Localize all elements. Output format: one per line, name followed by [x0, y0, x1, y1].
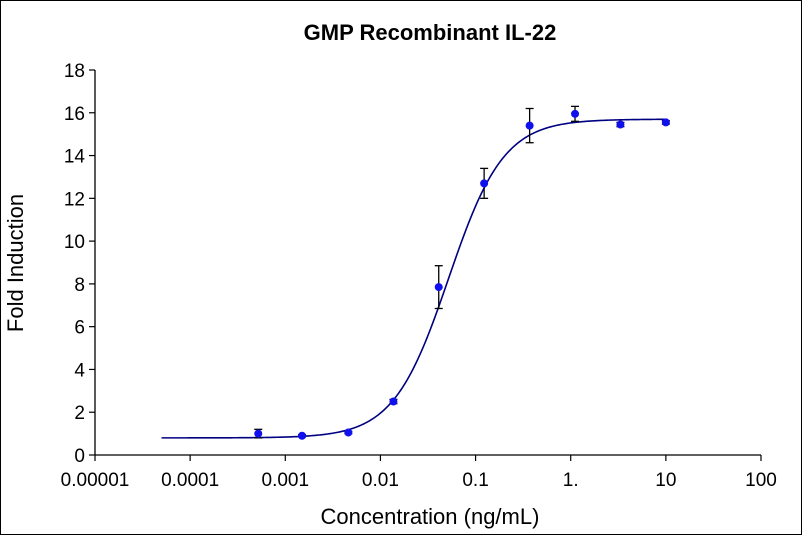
y-tick-label: 18 [64, 61, 85, 82]
y-tick-label: 10 [64, 232, 85, 253]
y-tick-label: 14 [64, 147, 86, 168]
y-tick-label: 2 [74, 403, 85, 424]
y-tick-label: 0 [74, 446, 85, 467]
y-tick-label: 16 [64, 104, 85, 125]
x-tick-label: 0.001 [262, 470, 310, 491]
data-point [298, 431, 307, 440]
data-point [661, 118, 670, 127]
data-point [434, 283, 443, 292]
data-point [480, 179, 489, 188]
x-tick-label: 0.01 [362, 470, 399, 491]
x-tick-label: 0.0001 [161, 470, 219, 491]
data-points [254, 109, 670, 440]
x-tick-label: 0.1 [462, 470, 488, 491]
x-axis-label: Concentration (ng/mL) [321, 504, 540, 529]
x-tick-label: 0.00001 [61, 470, 130, 491]
x-tick-label: 1. [563, 470, 579, 491]
x-tick-label: 10 [655, 470, 676, 491]
x-tick-label: 100 [745, 470, 777, 491]
data-point [344, 428, 353, 437]
y-tick-label: 12 [64, 189, 85, 210]
x-axis: 0.00001 0.0001 0.001 0.01 0.1 1. 10 100 [61, 454, 777, 491]
fit-curve [161, 118, 666, 439]
y-axis-label: Fold Induction [3, 194, 28, 332]
error-bars [254, 105, 670, 439]
y-tick-label: 8 [74, 275, 85, 296]
data-point [571, 109, 580, 118]
data-point [389, 397, 398, 406]
data-point [254, 429, 263, 438]
y-tick-label: 4 [74, 360, 85, 381]
y-axis: 0 2 4 6 8 10 12 14 16 18 [64, 61, 96, 467]
y-tick-label: 6 [74, 318, 85, 339]
chart-title: GMP Recombinant IL-22 [304, 20, 557, 45]
data-point [525, 121, 534, 130]
data-point [616, 120, 625, 129]
